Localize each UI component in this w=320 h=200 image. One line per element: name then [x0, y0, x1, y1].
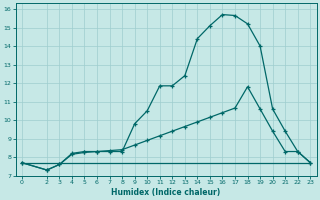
- X-axis label: Humidex (Indice chaleur): Humidex (Indice chaleur): [111, 188, 221, 197]
